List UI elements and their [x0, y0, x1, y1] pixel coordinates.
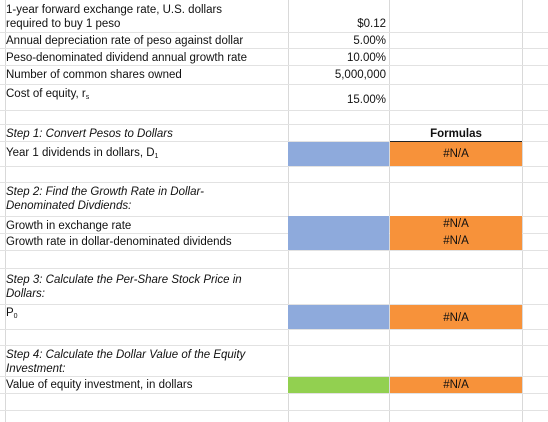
- grid-line: [0, 110, 548, 111]
- subscript: 0: [13, 313, 18, 320]
- formula-cell[interactable]: #N/A: [390, 305, 522, 329]
- grid-line: [522, 0, 523, 422]
- grid-line: [0, 48, 548, 49]
- input-label-text: Cost of equity, r: [6, 88, 86, 100]
- grid-line: [0, 393, 548, 394]
- row-label-text: Year 1 dividends in dollars, D: [6, 147, 155, 159]
- input-label[interactable]: Cost of equity, rs: [6, 87, 89, 105]
- grid-line: [0, 304, 548, 305]
- grid-line: [0, 32, 548, 33]
- input-value[interactable]: 5.00%: [353, 35, 386, 47]
- subscript: s: [85, 94, 90, 101]
- header-underline: [390, 141, 522, 142]
- formula-cell[interactable]: #N/A: [390, 142, 522, 166]
- grid-line: [0, 329, 548, 330]
- step-title[interactable]: Denominated Divdiends:: [6, 200, 132, 212]
- row-label[interactable]: Value of equity investment, in dollars: [6, 379, 193, 391]
- input-value[interactable]: $0.12: [357, 18, 386, 30]
- input-label[interactable]: Peso-denominated dividend annual growth …: [6, 52, 248, 64]
- input-value[interactable]: 10.00%: [346, 52, 386, 64]
- formula-cell[interactable]: #N/A: [390, 233, 522, 250]
- input-value[interactable]: 5,000,000: [334, 69, 386, 81]
- grid-line: [0, 376, 548, 377]
- grid-line: [288, 0, 289, 422]
- grid-line: [389, 0, 390, 422]
- formula-cell[interactable]: #N/A: [390, 377, 522, 393]
- subscript: 1: [154, 153, 159, 160]
- step-title[interactable]: Step 2: Find the Growth Rate in Dollar-: [6, 186, 204, 198]
- grid-line: [0, 141, 548, 142]
- step-title[interactable]: Step 4: Calculate the Dollar Value of th…: [6, 349, 246, 361]
- step-title[interactable]: Dollars:: [6, 288, 45, 300]
- grid-line: [0, 233, 548, 234]
- grid-line: [5, 0, 6, 422]
- step-title[interactable]: Investment:: [6, 363, 66, 375]
- grid-line: [0, 345, 548, 346]
- input-label[interactable]: Annual depreciation rate of peso against…: [6, 35, 244, 47]
- input-label[interactable]: Number of common shares owned: [6, 69, 182, 81]
- grid-line: [0, 268, 548, 269]
- grid-line: [0, 216, 548, 217]
- input-label[interactable]: 1-year forward exchange rate, U.S. dolla…: [6, 4, 223, 16]
- step-title[interactable]: Step 3: Calculate the Per-Share Stock Pr…: [6, 274, 242, 286]
- grid-line: [0, 124, 548, 125]
- input-cell[interactable]: [288, 142, 389, 166]
- formulas-header[interactable]: Formulas: [430, 128, 482, 140]
- grid-line: [0, 182, 548, 183]
- row-label[interactable]: Growth in exchange rate: [6, 220, 132, 232]
- grid-line: [0, 410, 548, 411]
- row-label[interactable]: Year 1 dividends in dollars, D1: [6, 146, 158, 164]
- row-label-text: P: [6, 307, 14, 319]
- grid-line: [0, 250, 548, 251]
- input-label[interactable]: required to buy 1 peso: [6, 18, 121, 30]
- step-title[interactable]: Step 1: Convert Pesos to Dollars: [6, 128, 173, 140]
- input-value[interactable]: 15.00%: [346, 94, 386, 106]
- row-label[interactable]: Growth rate in dollar-denominated divide…: [6, 236, 232, 248]
- grid-line: [0, 65, 548, 66]
- row-label[interactable]: P0: [6, 306, 18, 324]
- grid-line: [0, 166, 548, 167]
- grid-line: [0, 84, 548, 85]
- formula-cell[interactable]: #N/A: [390, 216, 522, 233]
- input-cell[interactable]: [288, 305, 389, 329]
- input-cell[interactable]: [288, 377, 389, 393]
- input-cell[interactable]: [288, 216, 389, 250]
